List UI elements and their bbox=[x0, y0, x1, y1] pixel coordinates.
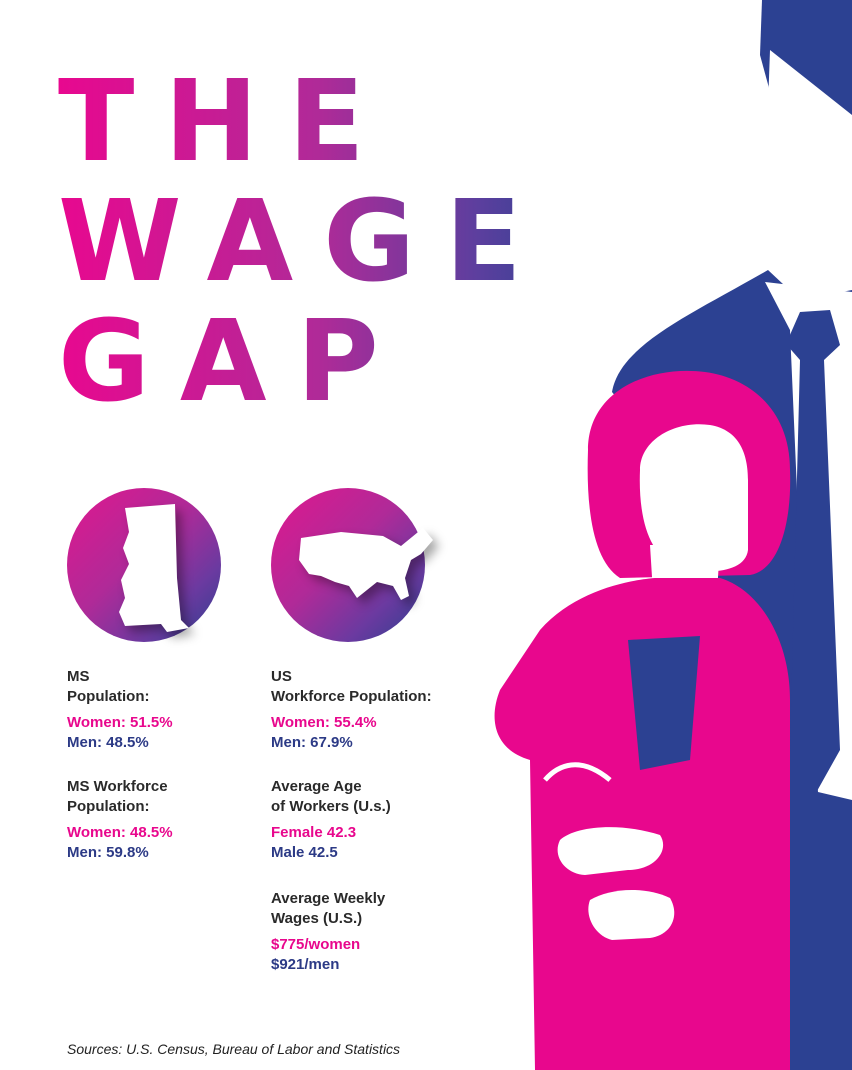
us-wages-label-1: Average Weekly bbox=[271, 890, 386, 907]
man-tie bbox=[786, 310, 840, 800]
us-wages-women: $775/women bbox=[271, 936, 361, 953]
ms-workforce-stat: MS Workforce Population: Women: 48.5% Me… bbox=[67, 777, 173, 863]
ms-population-label-1: MS bbox=[67, 668, 90, 685]
title-line-3: GAP bbox=[58, 297, 409, 427]
us-wages-men: $921/men bbox=[271, 956, 340, 973]
mississippi-map-icon bbox=[119, 504, 189, 632]
usa-map-icon bbox=[299, 528, 433, 600]
ms-workforce-label-1: MS Workforce bbox=[67, 778, 168, 795]
woman-figure bbox=[494, 370, 791, 1070]
us-workforce-women: Women: 55.4% bbox=[271, 714, 377, 731]
man-face bbox=[765, 50, 852, 290]
us-age-male: Male 42.5 bbox=[271, 844, 338, 861]
ms-map-circle bbox=[67, 488, 221, 642]
us-workforce-stat: US Workforce Population: Women: 55.4% Me… bbox=[271, 667, 432, 753]
us-age-stat: Average Age of Workers (U.s.) Female 42.… bbox=[271, 777, 391, 863]
ms-workforce-men: Men: 59.8% bbox=[67, 844, 149, 861]
woman-hand-2 bbox=[588, 889, 675, 940]
woman-blazer bbox=[494, 578, 790, 1070]
us-age-label-2: of Workers (U.s.) bbox=[271, 798, 391, 815]
us-wages-stat: Average Weekly Wages (U.S.) $775/women $… bbox=[271, 889, 385, 975]
us-workforce-men: Men: 67.9% bbox=[271, 734, 353, 751]
woman-top bbox=[628, 636, 700, 770]
woman-hand-1 bbox=[557, 827, 664, 875]
sources-note: Sources: U.S. Census, Bureau of Labor an… bbox=[67, 1041, 401, 1057]
us-wages-label-2: Wages (U.S.) bbox=[271, 910, 363, 927]
us-age-label-1: Average Age bbox=[271, 778, 362, 795]
ms-workforce-women: Women: 48.5% bbox=[67, 824, 173, 841]
ms-workforce-label-2: Population: bbox=[67, 798, 150, 815]
us-workforce-label-1: US bbox=[271, 668, 292, 685]
us-age-female: Female 42.3 bbox=[271, 824, 357, 841]
title-line-2: WAGE bbox=[58, 177, 552, 307]
woman-arm-outline bbox=[543, 762, 612, 782]
ms-population-women: Women: 51.5% bbox=[67, 714, 173, 731]
woman-face bbox=[639, 424, 748, 572]
ms-population-men: Men: 48.5% bbox=[67, 734, 149, 751]
ms-population-stat: MS Population: Women: 51.5% Men: 48.5% bbox=[67, 667, 173, 753]
ms-population-label-2: Population: bbox=[67, 688, 150, 705]
us-workforce-label-2: Workforce Population: bbox=[271, 688, 432, 705]
title-line-1: THE bbox=[58, 57, 395, 187]
us-map-circle bbox=[271, 488, 433, 642]
